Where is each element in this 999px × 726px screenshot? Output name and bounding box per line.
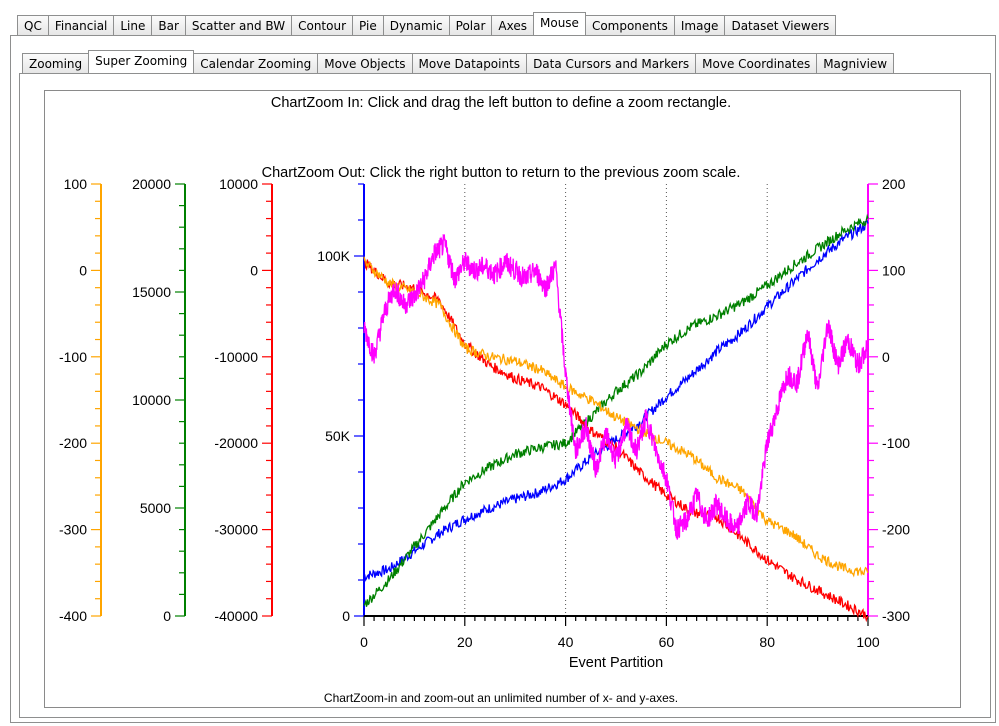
x-axis-tick-label: 0 <box>360 634 368 650</box>
y-axis-3-tick-label: 0 <box>342 608 350 624</box>
tab-contour[interactable]: Contour <box>291 15 354 35</box>
y-axis-1-tick-label: 0 <box>163 608 171 624</box>
y-axis-1-tick-label: 10000 <box>132 392 171 408</box>
x-axis-tick-label: 40 <box>558 634 574 650</box>
subtab-calendar-zooming[interactable]: Calendar Zooming <box>193 53 319 73</box>
series-line-2 <box>363 257 869 623</box>
y-axis-3-tick-label: 100K <box>317 248 350 264</box>
main-tab-bar: QC Financial Line Bar Scatter and BW Contour P… <box>17 12 837 35</box>
tab-polar[interactable]: Polar <box>448 15 493 35</box>
tab-bar[interactable]: Bar <box>151 15 186 35</box>
y-axis-4-tick-label: -100 <box>882 435 910 451</box>
tab-image[interactable]: Image <box>673 15 726 35</box>
subtab-super-zooming[interactable]: Super Zooming <box>88 50 195 73</box>
subtab-magniview[interactable]: Magniview <box>816 53 895 73</box>
subtab-move-objects[interactable]: Move Objects <box>317 53 413 73</box>
y-axis-2-tick-label: -10000 <box>214 349 258 365</box>
tab-financial[interactable]: Financial <box>47 15 115 35</box>
y-axis-4-tick-label: 200 <box>882 176 906 192</box>
chart-subtitle: ChartZoom Out: Click the right button to… <box>262 165 741 181</box>
y-axis-4-tick-label: -300 <box>882 608 910 624</box>
y-axis-1-tick-label: 15000 <box>132 284 171 300</box>
tab-components[interactable]: Components <box>584 15 675 35</box>
series-line-1 <box>363 213 869 607</box>
y-axis-0-tick-label: -300 <box>59 522 87 538</box>
y-axis-4-tick-label: 0 <box>882 349 890 365</box>
series-line-3 <box>363 256 869 578</box>
y-axis-0-tick-label: -200 <box>59 435 87 451</box>
y-axis-2-tick-label: -30000 <box>214 522 258 538</box>
tab-scatter-and-bw[interactable]: Scatter and BW <box>184 15 293 35</box>
y-axis-0-tick-label: 0 <box>79 262 87 278</box>
x-axis-tick-label: 100 <box>856 634 880 650</box>
y-axis-0-tick-label: -400 <box>59 608 87 624</box>
x-axis-tick-label: 20 <box>457 634 473 650</box>
y-axis-1-tick-label: 20000 <box>132 176 171 192</box>
y-axis-2-tick-label: 10000 <box>219 176 258 192</box>
tab-pie[interactable]: Pie <box>352 15 384 35</box>
chart-title: ChartZoom In: Click and drag the left bu… <box>271 95 731 111</box>
y-axis-2-tick-label: -40000 <box>214 608 258 624</box>
y-axis-3-tick-label: 50K <box>325 428 351 444</box>
tab-line[interactable]: Line <box>113 15 153 35</box>
subtab-zooming[interactable]: Zooming <box>22 53 90 73</box>
y-axis-4-tick-label: 100 <box>882 262 906 278</box>
tab-dynamic[interactable]: Dynamic <box>382 15 450 35</box>
subtab-data-cursors-and-markers[interactable]: Data Cursors and Markers <box>526 53 697 73</box>
y-axis-2-tick-label: 0 <box>250 262 258 278</box>
chart-footer: ChartZoom-in and zoom-out an unlimited n… <box>324 691 678 705</box>
y-axis-1-tick-label: 5000 <box>140 500 171 516</box>
tab-mouse[interactable]: Mouse <box>533 12 586 35</box>
y-axis-4-tick-label: -200 <box>882 522 910 538</box>
x-axis-label: Event Partition <box>569 655 663 671</box>
y-axis-2-tick-label: -20000 <box>214 435 258 451</box>
series-line-0 <box>363 220 869 582</box>
x-axis-tick-label: 80 <box>759 634 775 650</box>
sub-tab-bar: Zooming Super Zooming Calendar Zooming Move… <box>22 50 895 73</box>
x-axis-tick-label: 60 <box>659 634 675 650</box>
y-axis-0-tick-label: -100 <box>59 349 87 365</box>
chart-frame <box>44 90 961 708</box>
subtab-move-coordinates[interactable]: Move Coordinates <box>695 53 818 73</box>
y-axis-0-tick-label: 100 <box>64 176 88 192</box>
series-line-4 <box>363 234 869 540</box>
tab-dataset-viewers[interactable]: Dataset Viewers <box>724 15 837 35</box>
subtab-move-datapoints[interactable]: Move Datapoints <box>411 53 528 73</box>
